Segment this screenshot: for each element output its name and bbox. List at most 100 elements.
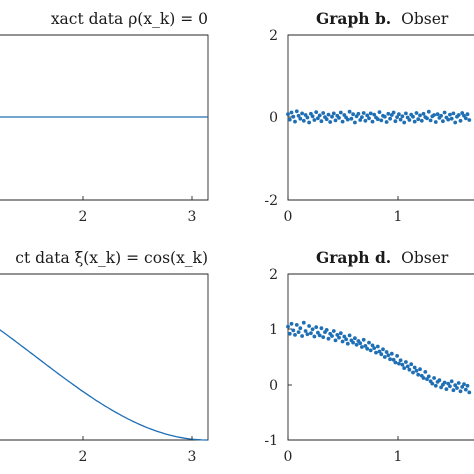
panel-b-point [407,118,412,122]
panel-b-point [307,120,311,125]
panel-d-point [367,340,371,345]
panel-b-title-bold: Graph b. [316,9,391,28]
panel-d-point [449,379,454,384]
panel-d-point [314,325,319,329]
panel-d-point [296,330,301,334]
panel-d-point [397,361,401,366]
panel-b-point [333,118,338,123]
panel-d-point [432,376,436,380]
panel-d-point [456,381,461,385]
panel-b-point [384,120,389,124]
panel-d-point [404,360,408,364]
panel-b-point [316,116,320,121]
panel-d-point [365,346,370,351]
panel-d-point [340,339,345,344]
panel-b-point [400,114,405,119]
panel-b-point [287,117,292,122]
panel-d-point [377,349,382,354]
panel-d-point [463,387,468,392]
panel-d-point [379,352,384,357]
panel-d-xtick-label-0: 0 [284,449,293,465]
panel-b-point [442,110,447,115]
panel-b-point [453,120,458,125]
panel-b-point [300,111,304,116]
panel-d-point [381,347,385,352]
panel-b-point [393,119,398,124]
panel-b-point [412,119,417,124]
panel-d-point [414,368,419,373]
panel-b-point [428,118,433,123]
panel-d-ytick-label-neg1: -1 [264,433,278,449]
panel-d-point [335,333,340,337]
panel-c-xtick-label-2: 2 [79,449,88,465]
panel-b-point [286,112,290,117]
panel-b-point [465,112,470,117]
panel-b-point [458,118,463,123]
panel-d-point [382,355,387,359]
panel-b-point [372,112,377,117]
panel-d-point [358,341,363,346]
panel-d-point [317,333,322,338]
panel-d-point [425,377,429,381]
panel-b-point [377,110,382,114]
panel-b-point [404,111,408,116]
panel-b-point [375,117,380,122]
panel-b-point [386,111,391,116]
panel-b-point [321,111,326,115]
panel-d-point [309,331,313,336]
panel-d-point [405,364,410,369]
panel-d-point [426,374,431,379]
panel-d-point [398,358,403,363]
panel-d-point [391,357,396,362]
panel-b-point [289,110,294,115]
panel-b-point [294,109,299,114]
panel-d-point [439,385,443,390]
panel-b-point [432,113,436,117]
panel-b-point [449,116,454,121]
panel-b-point [351,112,355,117]
panel-c-series-line [0,329,208,441]
panel-d-point [389,351,394,356]
panel-b-point [388,116,392,121]
panel-b-ytick-label-0: 0 [269,110,278,126]
panel-b-point [421,111,426,116]
panel-d-point [418,367,422,372]
panel-b-point [439,113,443,118]
panel-d-point [353,336,357,341]
panel-b-title: Graph b. Obser [316,9,449,28]
panel-d-point [444,387,449,391]
panel-d-point [446,381,451,386]
panel-b-point [358,118,363,122]
panel-d-point [458,389,463,394]
panel-b-point [441,119,445,124]
panel-b-point [317,113,322,118]
panel-d-point [305,332,310,337]
panel-b-point [312,118,317,122]
panel-d-point [337,335,341,340]
panel-d-point [363,344,368,348]
panel-d-point [372,346,377,350]
panel-d-point [453,383,458,388]
panel-d-point [442,380,447,385]
panel-d-point [402,366,407,370]
panel-d-point [407,367,412,372]
panel-d-point [293,333,297,337]
panel-b-ytick-label-2: 2 [269,28,278,44]
panel-b-point [353,120,357,125]
panel-d-point [312,334,317,339]
panel-b-point [328,120,333,124]
panel-b-point [395,115,399,119]
panel-d-point [344,337,348,342]
panel-b-xtick-label-0: 0 [284,209,293,225]
panel-b-point [467,118,472,122]
panel-b-point [356,111,361,116]
panel-d-axes [287,273,474,441]
panel-b-ytick-label-neg2: -2 [264,193,278,209]
panel-d-point [370,343,375,348]
panel-b-point [370,119,375,124]
panel-b-point [349,116,354,121]
panel-d-point [437,378,442,383]
panel-b-point [337,116,341,120]
panel-b-point [296,113,301,118]
